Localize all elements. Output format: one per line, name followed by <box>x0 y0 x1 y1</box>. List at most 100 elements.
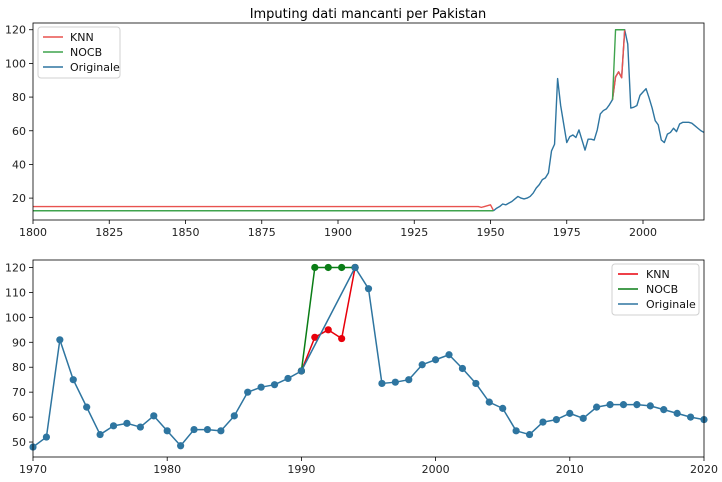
bottom-point-originale <box>83 403 91 411</box>
top-axes-frame <box>32 22 705 221</box>
top-x-tick-label: 1975 <box>553 226 581 239</box>
top-y-tick-label: 100 <box>5 57 26 70</box>
top-series-line-nocb-imputed <box>611 29 625 100</box>
bottom-point-nocb <box>338 263 346 272</box>
bottom-legend: KNN NOCB Originale <box>611 263 700 316</box>
bottom-x-axis: 1970 1980 1990 2000 2010 2020 <box>19 457 718 476</box>
bottom-point-knn <box>338 334 346 343</box>
bottom-point-originale <box>69 376 77 384</box>
bottom-x-tick-label: 1980 <box>153 463 181 476</box>
top-x-tick-label: 1900 <box>324 226 352 239</box>
bottom-plot-area <box>29 263 708 451</box>
bottom-point-originale <box>485 398 493 406</box>
bottom-point-originale <box>257 383 265 391</box>
bottom-point-originale <box>217 427 225 435</box>
bottom-point-originale <box>284 374 292 383</box>
bottom-x-tick-label: 2000 <box>422 463 450 476</box>
bottom-y-axis: 50 60 70 80 90 100 110 120 <box>5 261 33 449</box>
bottom-point-originale <box>177 442 185 450</box>
bottom-point-originale <box>499 404 507 412</box>
bottom-point-nocb <box>311 263 319 272</box>
top-y-tick-label: 80 <box>12 91 26 104</box>
bottom-point-knn <box>311 333 319 341</box>
bottom-y-tick-label: 100 <box>5 311 26 324</box>
top-legend-label-originale: Originale <box>70 61 120 74</box>
bottom-point-originale <box>606 401 614 409</box>
bottom-y-tick-label: 70 <box>12 386 26 399</box>
bottom-x-tick-label: 2010 <box>556 463 584 476</box>
bottom-point-originale <box>42 433 51 441</box>
bottom-point-originale <box>405 376 413 384</box>
top-plot-area <box>33 29 705 212</box>
bottom-point-originale <box>96 430 104 439</box>
bottom-point-originale <box>109 422 118 430</box>
bottom-point-originale <box>673 409 681 417</box>
bottom-point-originale <box>163 427 171 435</box>
chart-title: Imputing dati mancanti per Pakistan <box>250 7 487 22</box>
bottom-point-originale <box>351 263 359 272</box>
bottom-point-originale <box>190 425 198 434</box>
top-series-line-knn-imputed <box>611 29 626 100</box>
bottom-point-originale <box>56 336 64 344</box>
bottom-y-tick-label: 60 <box>12 411 26 424</box>
bottom-legend-label-nocb: NOCB <box>646 283 678 296</box>
chart-top: Imputing dati mancanti per Pakistan 1800… <box>5 7 705 239</box>
top-legend-label-nocb: NOCB <box>70 46 102 59</box>
bottom-point-originale <box>686 413 695 421</box>
bottom-y-tick-label: 80 <box>12 361 26 374</box>
bottom-series-line-originale <box>32 266 705 448</box>
top-x-tick-label: 1850 <box>172 226 200 239</box>
bottom-point-originale <box>646 402 654 410</box>
top-x-tick-label: 1875 <box>248 226 276 239</box>
bottom-point-originale <box>593 403 601 411</box>
bottom-point-originale <box>579 414 587 422</box>
top-x-tick-label: 1950 <box>477 226 505 239</box>
chart-bottom: 1970 1980 1990 2000 2010 2020 50 60 70 80 90 100 11… <box>5 259 718 476</box>
top-x-tick-label: 1800 <box>19 226 47 239</box>
top-x-tick-label: 1825 <box>95 226 123 239</box>
top-legend: KNN NOCB Originale <box>37 26 121 79</box>
bottom-point-originale <box>378 379 386 388</box>
bottom-legend-label-knn: KNN <box>646 268 670 281</box>
bottom-y-tick-label: 50 <box>12 436 26 449</box>
bottom-point-originale <box>136 423 144 431</box>
bottom-point-knn <box>324 326 332 334</box>
bottom-x-tick-label: 2020 <box>690 463 718 476</box>
top-y-tick-label: 20 <box>12 192 26 205</box>
bottom-x-tick-label: 1970 <box>19 463 47 476</box>
bottom-point-originale <box>244 388 252 396</box>
bottom-point-originale <box>150 412 158 420</box>
bottom-y-tick-label: 120 <box>5 261 26 274</box>
bottom-point-originale <box>458 364 467 373</box>
bottom-legend-box <box>611 263 700 316</box>
bottom-point-originale <box>512 427 520 435</box>
bottom-point-originale <box>203 425 212 434</box>
top-series-line-originale <box>493 29 705 212</box>
bottom-point-originale <box>660 406 668 414</box>
top-x-axis: 1800 1825 1850 1875 1900 1925 1950 1975 2000 <box>19 220 657 239</box>
top-y-tick-label: 60 <box>12 125 26 138</box>
top-x-tick-label: 2000 <box>629 226 657 239</box>
bottom-y-tick-label: 110 <box>5 286 26 299</box>
top-legend-label-knn: KNN <box>70 31 94 44</box>
bottom-point-originale <box>619 401 628 409</box>
bottom-axes-frame <box>32 259 705 458</box>
bottom-point-originale <box>472 379 480 388</box>
bottom-y-tick-label: 90 <box>12 336 26 349</box>
top-y-axis: 20 40 60 80 100 120 <box>5 24 33 205</box>
bottom-point-originale <box>445 351 453 359</box>
bottom-point-originale <box>123 419 131 427</box>
bottom-point-originale <box>525 430 534 439</box>
top-x-tick-label: 1925 <box>400 226 428 239</box>
bottom-point-originale <box>633 401 641 409</box>
bottom-point-originale <box>230 412 238 420</box>
bottom-point-originale <box>539 418 547 426</box>
bottom-point-originale <box>297 367 305 375</box>
bottom-point-originale <box>418 361 426 369</box>
bottom-x-tick-label: 1990 <box>287 463 315 476</box>
bottom-point-originale <box>432 356 440 364</box>
bottom-point-originale <box>270 381 279 389</box>
top-y-tick-label: 40 <box>12 158 26 171</box>
top-series-line-knn <box>33 204 495 212</box>
